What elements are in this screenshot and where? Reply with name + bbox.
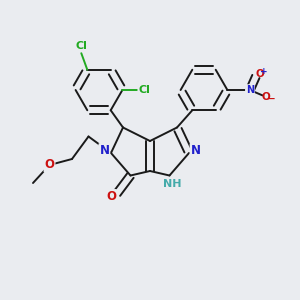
Text: O: O	[106, 190, 116, 203]
Text: O: O	[255, 69, 264, 79]
Text: +: +	[260, 67, 268, 76]
Text: −: −	[266, 93, 275, 103]
Text: N: N	[246, 85, 254, 95]
Text: NH: NH	[163, 179, 181, 189]
Text: N: N	[99, 144, 110, 157]
Text: Cl: Cl	[75, 41, 87, 51]
Text: O: O	[44, 158, 55, 172]
Text: Cl: Cl	[138, 85, 150, 95]
Text: O: O	[262, 92, 271, 102]
Text: N: N	[190, 144, 201, 157]
